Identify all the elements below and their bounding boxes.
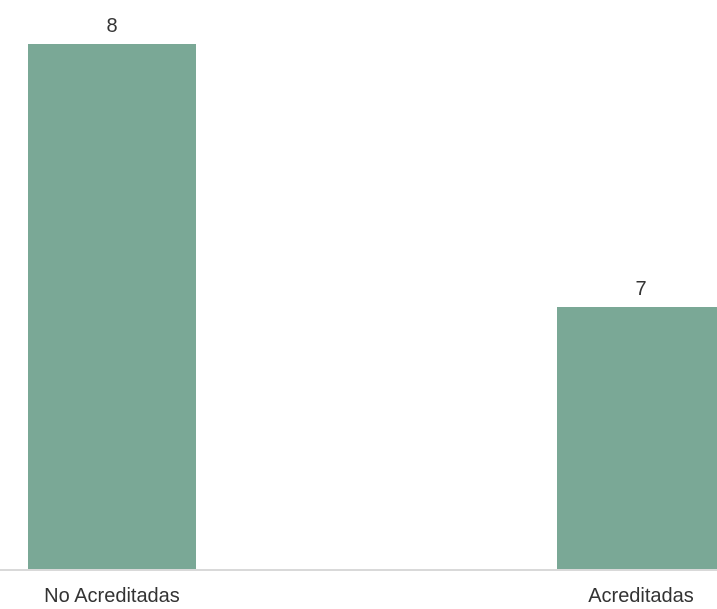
x-tick-labels-group: No Acreditadas Acreditadas [44, 585, 694, 607]
data-label-1: 8 [106, 15, 117, 37]
bar-2 [557, 307, 717, 570]
data-label-2: 7 [635, 278, 646, 300]
bars-group [28, 44, 717, 570]
x-tick-label-1: No Acreditadas [44, 585, 180, 607]
data-labels-group: 87 [106, 15, 646, 300]
x-tick-label-2: Acreditadas [588, 585, 694, 607]
bar-1 [28, 44, 196, 570]
